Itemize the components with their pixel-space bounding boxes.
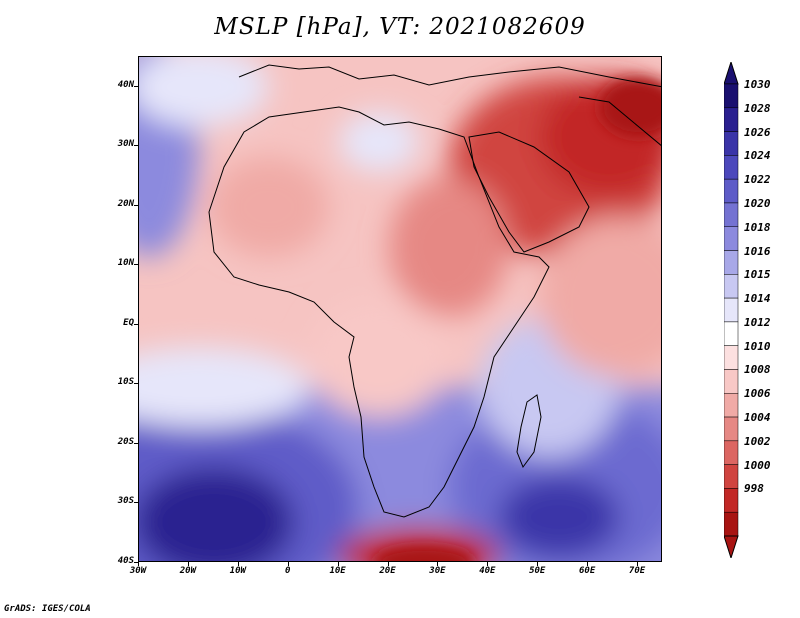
colorbar-swatches <box>723 60 739 560</box>
colorbar-swatch <box>723 131 739 156</box>
lat-label-40n: 40N <box>117 79 134 90</box>
lat-tick <box>134 86 138 87</box>
colorbar-label: 1010 <box>744 339 771 353</box>
map-title: MSLP [hPa], VT: 2021082609 <box>214 14 586 40</box>
lon-tick <box>338 562 339 566</box>
colorbar-label: 1016 <box>744 244 771 258</box>
lat-tick <box>134 324 138 325</box>
grads-credit: GrADS: IGES/COLA <box>4 604 91 614</box>
colorbar-label: 1022 <box>744 173 771 187</box>
colorbar-swatch <box>723 369 739 394</box>
lat-tick <box>134 562 138 563</box>
lat-tick <box>134 205 138 206</box>
lat-tick <box>134 264 138 265</box>
madagascar-outline <box>516 394 542 469</box>
lat-label-10s: 10S <box>117 377 134 388</box>
colorbar-swatch <box>723 416 739 442</box>
asia-coastline <box>578 96 661 146</box>
colorbar-swatch <box>723 297 739 323</box>
lon-tick <box>487 562 488 566</box>
colorbar-swatch <box>723 488 739 513</box>
colorbar-label: 1004 <box>744 411 771 425</box>
colorbar-swatch <box>723 393 739 418</box>
lon-tick <box>437 562 438 566</box>
colorbar-label: 998 <box>744 482 764 496</box>
colorbar-swatch <box>723 83 739 109</box>
lat-label-30n: 30N <box>117 139 134 150</box>
colorbar-label: 1014 <box>744 292 771 306</box>
lon-label-60e: 60E <box>579 566 596 576</box>
lon-label-20w: 20W <box>179 566 197 576</box>
lon-label-40e: 40E <box>479 566 496 576</box>
colorbar: 1030 1028 1026 1024 1022 1020 1018 1016 1015 1014… <box>723 60 794 560</box>
colorbar-swatch <box>723 226 739 251</box>
lat-tick <box>134 443 138 444</box>
colorbar-swatch <box>723 274 739 299</box>
pressure-field <box>139 57 661 561</box>
lon-tick <box>587 562 588 566</box>
lon-label-30e: 30E <box>429 566 446 576</box>
arabia-outline <box>468 131 590 253</box>
colorbar-top-arrow <box>723 60 739 85</box>
colorbar-label: 1012 <box>744 315 771 329</box>
lon-label-10w: 10W <box>229 566 246 576</box>
colorbar-swatch <box>723 464 739 489</box>
colorbar-label: 1015 <box>744 268 771 282</box>
colorbar-swatch <box>723 250 739 275</box>
colorbar-label: 1006 <box>744 387 771 401</box>
colorbar-label: 1030 <box>744 78 771 91</box>
lon-label-70e: 70E <box>628 566 646 576</box>
lat-tick <box>134 383 138 384</box>
colorbar-swatch <box>723 202 739 227</box>
lat-label-20s: 20S <box>117 436 134 447</box>
lon-tick <box>138 562 139 566</box>
colorbar-swatch <box>723 321 739 346</box>
europe-coastline <box>238 64 661 88</box>
lat-label-30s: 30S <box>117 496 134 507</box>
africa-coastline <box>208 106 550 518</box>
colorbar-label: 1020 <box>744 196 771 210</box>
lon-label-0: 0 <box>284 566 291 576</box>
lon-label-30w: 30W <box>129 566 147 576</box>
colorbar-bottom-arrow <box>723 535 739 560</box>
lat-tick <box>134 145 138 146</box>
lon-tick <box>188 562 189 566</box>
colorbar-swatch <box>723 178 739 204</box>
lat-tick <box>134 502 138 503</box>
colorbar-label: 1024 <box>744 149 771 163</box>
lon-tick <box>537 562 538 566</box>
lat-label-10n: 10N <box>117 258 134 269</box>
colorbar-swatch <box>723 511 739 537</box>
colorbar-swatch <box>723 440 739 465</box>
colorbar-label: 1018 <box>744 220 771 234</box>
colorbar-label: 1002 <box>744 434 771 448</box>
lat-label-40s: 40S <box>117 556 134 566</box>
colorbar-swatch <box>723 345 739 370</box>
colorbar-label: 1008 <box>744 363 771 377</box>
lon-tick <box>238 562 239 566</box>
colorbar-label: 1026 <box>744 125 771 139</box>
colorbar-swatch <box>723 107 739 132</box>
lon-tick <box>388 562 389 566</box>
lat-label-eq: EQ <box>123 317 134 328</box>
lon-label-20e: 20E <box>379 566 396 576</box>
lon-tick <box>288 562 289 566</box>
colorbar-swatch <box>723 155 739 180</box>
colorbar-label: 1000 <box>744 458 771 472</box>
lon-label-10e: 10E <box>329 566 346 576</box>
pressure-map[interactable] <box>138 56 662 562</box>
lon-label-50e: 50E <box>529 566 546 576</box>
lat-label-20n: 20N <box>117 198 134 209</box>
lon-tick <box>637 562 638 566</box>
colorbar-label: 1028 <box>744 101 771 115</box>
